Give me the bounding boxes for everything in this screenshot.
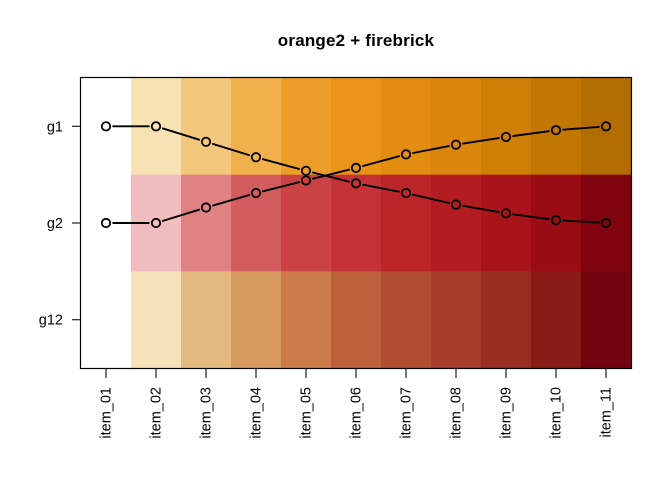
series-segment (562, 219, 600, 224)
data-point-marker (300, 165, 312, 176)
series-segment (312, 171, 350, 183)
y-tick-label: g2 (47, 216, 63, 232)
series-segment (412, 145, 450, 154)
series-segment (262, 181, 300, 193)
data-point-marker (600, 217, 612, 229)
y-tick-label: g1 (47, 119, 63, 135)
x-tick-label: item_11 (599, 387, 615, 438)
data-point-marker (500, 208, 512, 219)
data-point-marker (150, 121, 162, 132)
heatmap-cell (281, 78, 332, 176)
x-tick-label: item_02 (149, 387, 165, 439)
series-segment (462, 137, 500, 145)
data-point-marker (450, 199, 462, 210)
y-tick-label: g12 (39, 313, 63, 329)
data-point-marker (100, 217, 112, 229)
series-segment (361, 155, 401, 167)
heatmap-cell (181, 271, 232, 369)
x-tick-label: item_10 (549, 387, 565, 439)
heatmap-cell (231, 174, 282, 272)
heatmap-cell (581, 271, 632, 369)
series-segment (512, 213, 550, 221)
heatmap-cell (381, 174, 432, 272)
heatmap-cell (531, 271, 582, 369)
data-point-marker (100, 121, 112, 132)
series-segment (211, 194, 251, 207)
series-segment (462, 204, 500, 214)
heatmap-cell (131, 271, 182, 369)
data-point-marker (600, 121, 612, 132)
plot-border (79, 76, 633, 370)
heatmap-cell (581, 78, 632, 176)
heatmap-cell (531, 174, 582, 272)
chart-title: orange2 + firebrick (277, 31, 435, 50)
series-segment (312, 168, 350, 180)
heatmap-cell (481, 174, 532, 272)
heatmap-cell (181, 174, 232, 272)
data-point-marker (400, 149, 412, 160)
series-segment (512, 130, 550, 137)
data-point-marker (550, 215, 562, 226)
series-segment (211, 142, 251, 157)
heatmap-cell (381, 78, 432, 176)
heatmap-cell (181, 78, 232, 176)
data-point-marker (350, 162, 362, 173)
series-segment (161, 127, 201, 141)
series-segment (562, 125, 600, 131)
heatmap-cell (481, 78, 532, 176)
x-tick-label: item_03 (199, 387, 215, 439)
heatmap-cell (431, 78, 482, 176)
series-segment (161, 208, 201, 222)
x-tick-label: item_01 (99, 387, 115, 439)
x-tick-label: item_07 (399, 387, 415, 439)
heatmap-cell (231, 78, 282, 176)
data-point-marker (250, 152, 262, 163)
data-point-marker (450, 139, 462, 150)
x-tick-label: item_04 (249, 387, 265, 439)
data-point-marker (250, 187, 262, 199)
data-point-marker (200, 136, 212, 147)
series-segment (261, 158, 301, 170)
heatmap-cell (281, 174, 332, 272)
heatmap-cell (581, 174, 632, 272)
heatmap-cell (81, 271, 132, 369)
heatmap-cell (331, 174, 382, 272)
x-tick-label: item_08 (449, 387, 465, 439)
series-segment (362, 183, 400, 193)
data-point-marker (400, 187, 412, 199)
heatmap-cell (431, 174, 482, 272)
heatmap-cell (331, 78, 382, 176)
data-point-marker (500, 131, 512, 143)
x-tick-label: item_06 (349, 387, 365, 439)
heatmap-cell (281, 271, 332, 369)
data-point-marker (550, 125, 562, 136)
data-point-marker (150, 217, 162, 229)
x-tick-label: item_09 (499, 387, 515, 439)
data-point-marker (300, 175, 312, 186)
series-segment (412, 193, 450, 204)
data-point-marker (350, 178, 362, 189)
heatmap-cell (381, 271, 432, 369)
data-point-marker (200, 202, 212, 213)
heatmap-cell (481, 271, 532, 369)
heatmap-cell (431, 271, 482, 369)
heatmap-cell (231, 271, 282, 369)
heatmap-cell (331, 271, 382, 369)
x-tick-label: item_05 (299, 387, 315, 439)
